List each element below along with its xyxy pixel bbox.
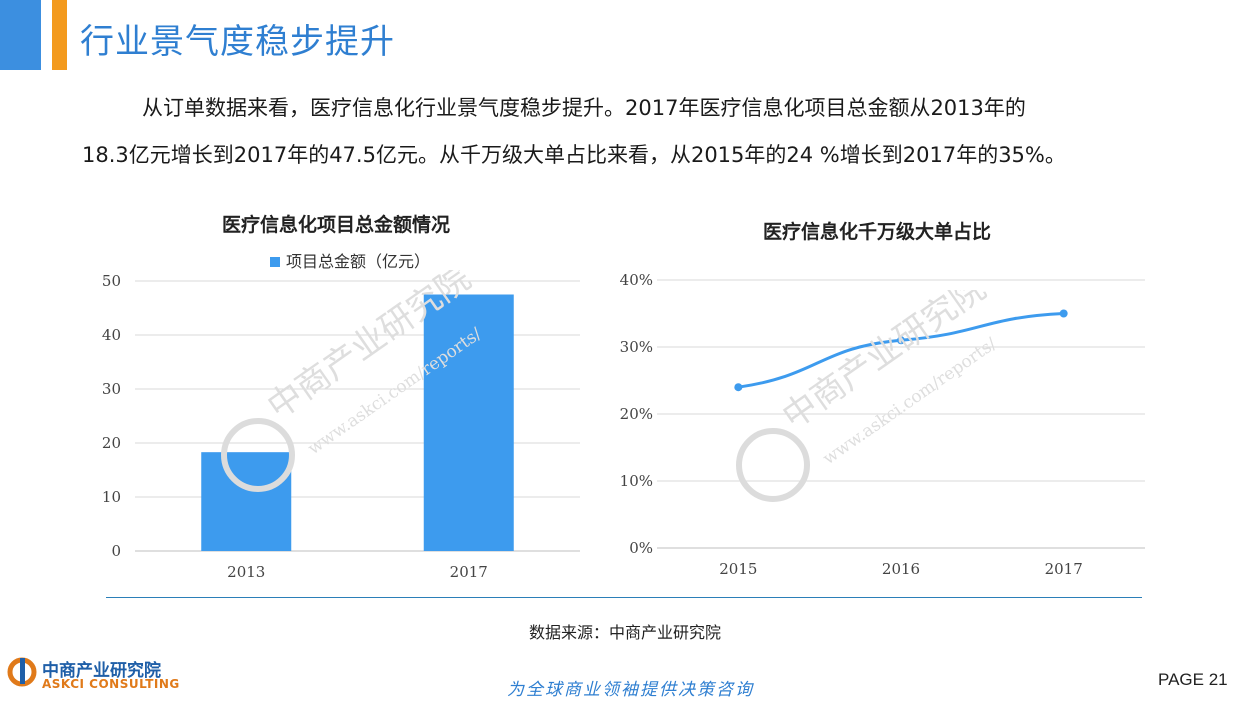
data-point <box>734 383 743 392</box>
x-tick-label: 2015 <box>719 560 757 578</box>
line-chart-title: 医疗信息化千万级大单占比 <box>763 221 992 243</box>
y-tick-label: 30 <box>102 380 121 398</box>
y-tick-label: 40 <box>102 326 121 344</box>
y-tick-label: 20 <box>102 434 121 452</box>
y-tick-label: 0% <box>629 539 653 557</box>
legend-label: 项目总金额（亿元） <box>286 252 431 271</box>
slogan: 为全球商业领袖提供决策咨询 <box>507 680 754 700</box>
page-title: 行业景气度稳步提升 <box>80 22 395 62</box>
y-tick-label: 10% <box>620 472 653 490</box>
logo-icon <box>7 657 37 687</box>
bottom-divider <box>106 597 1142 598</box>
paragraph-line-2: 18.3亿元增长到2017年的47.5亿元。从千万级大单占比来看，从2015年的… <box>82 143 1066 167</box>
data-source: 数据来源：中商产业研究院 <box>528 623 721 642</box>
y-tick-label: 10 <box>102 488 121 506</box>
bar <box>201 452 292 551</box>
logo-en-text: ASKCI CONSULTING <box>42 677 180 691</box>
header-accent-blue <box>0 0 41 70</box>
paragraph-line-1: 从订单数据来看，医疗信息化行业景气度稳步提升。2017年医疗信息化项目总金额从2… <box>142 96 1026 120</box>
x-tick-label: 2017 <box>1045 560 1083 578</box>
company-logo: 中商产业研究院 ASKCI CONSULTING <box>6 656 179 692</box>
line-chart: 0% 10% 20% 30% 40% 2015 2016 2017 <box>620 271 1145 578</box>
page-number: PAGE 21 <box>1158 670 1228 689</box>
data-point <box>897 336 905 345</box>
bar-chart-legend: 项目总金额（亿元） <box>270 248 430 272</box>
legend-swatch <box>270 257 280 267</box>
y-tick-label: 50 <box>102 272 121 290</box>
y-tick-label: 40% <box>620 271 653 289</box>
y-tick-label: 20% <box>620 405 653 423</box>
bar-chart: 0 10 20 30 40 50 2013 2017 <box>102 272 580 581</box>
x-tick-label: 2017 <box>450 563 488 581</box>
y-tick-label: 0 <box>111 542 121 560</box>
header-accent-orange <box>52 0 67 70</box>
data-point <box>1059 309 1068 318</box>
bar <box>423 294 514 551</box>
y-tick-label: 30% <box>620 338 653 356</box>
series-line <box>738 312 1064 389</box>
x-tick-label: 2013 <box>227 563 265 581</box>
logo-cn-text: 中商产业研究院 <box>42 661 161 681</box>
x-tick-label: 2016 <box>882 560 920 578</box>
bar-chart-title: 医疗信息化项目总金额情况 <box>222 214 451 236</box>
